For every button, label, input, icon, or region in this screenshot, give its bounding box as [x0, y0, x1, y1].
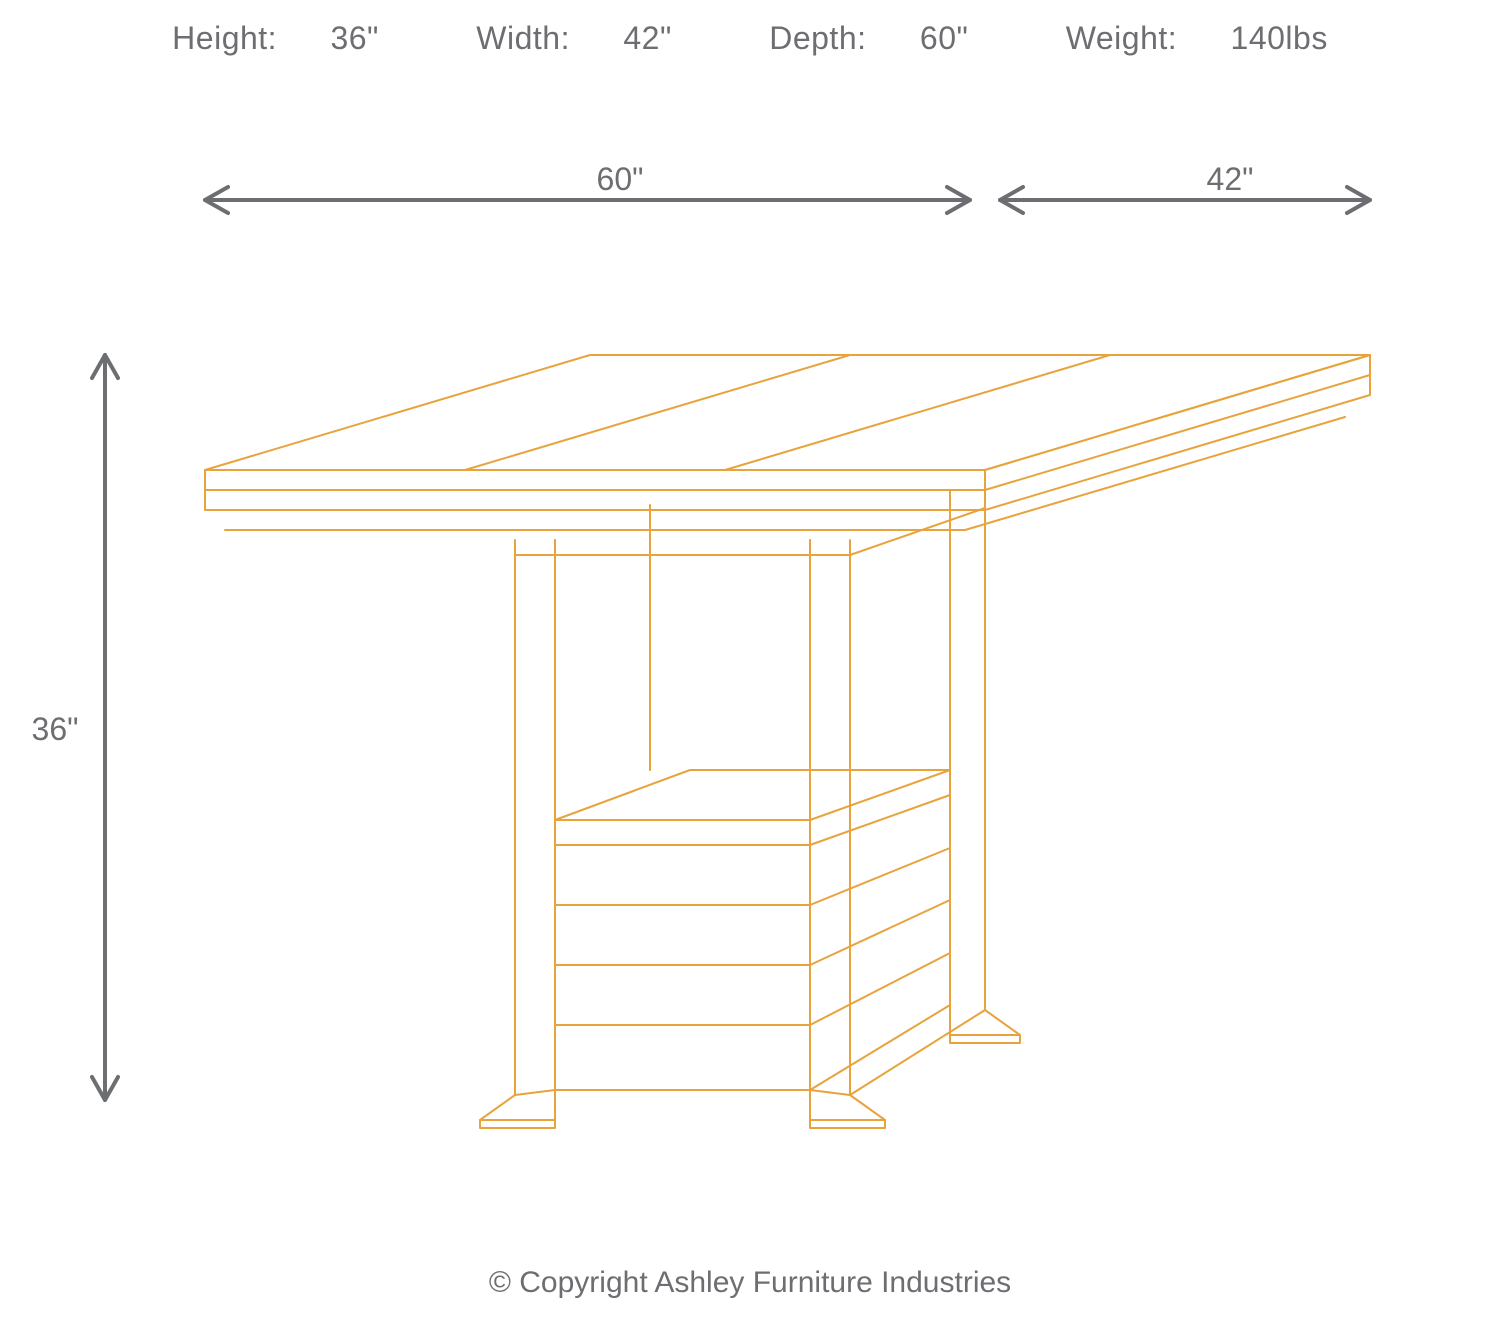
depth-label: 60"	[597, 161, 644, 197]
height-label: 36"	[32, 711, 79, 747]
table-illustration	[205, 355, 1370, 1128]
width-arrow	[1000, 187, 1370, 213]
copyright-text: © Copyright Ashley Furniture Industries	[0, 1266, 1500, 1300]
dimension-diagram: 60" 42" 36"	[0, 0, 1500, 1330]
width-label: 42"	[1207, 161, 1254, 197]
depth-arrow	[205, 187, 970, 213]
height-arrow	[92, 355, 118, 1100]
